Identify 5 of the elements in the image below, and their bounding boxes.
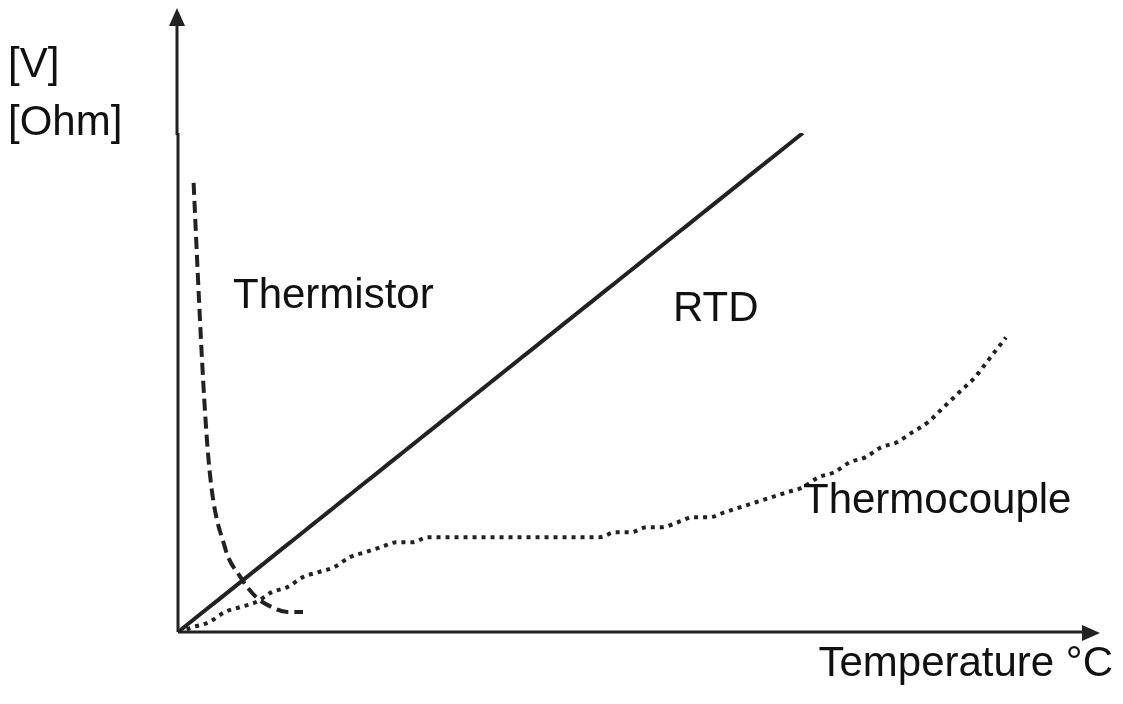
y-axis-title: [V] [Ohm]: [8, 39, 123, 144]
series-label: Thermocouple: [803, 475, 1072, 522]
series-label: RTD: [673, 283, 759, 330]
x-axis-title: Temperature °C: [818, 638, 1113, 685]
series-label: Thermistor: [233, 270, 434, 317]
